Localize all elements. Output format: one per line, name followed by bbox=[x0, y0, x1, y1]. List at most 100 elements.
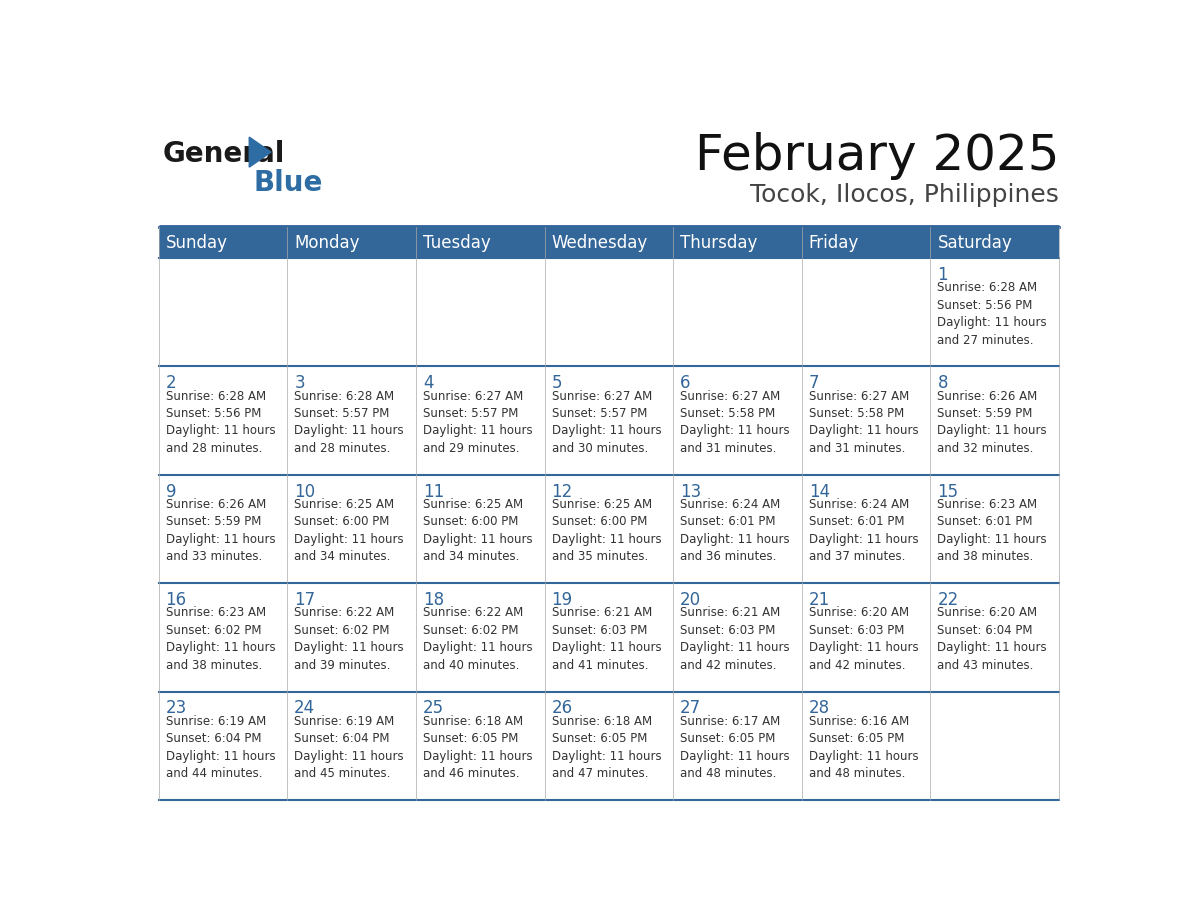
Text: Blue: Blue bbox=[253, 169, 322, 197]
Bar bbox=[287, 366, 416, 475]
Text: Daylight: 11 hours: Daylight: 11 hours bbox=[423, 750, 532, 763]
Text: Sunset: 6:04 PM: Sunset: 6:04 PM bbox=[937, 624, 1032, 637]
Text: and 48 minutes.: and 48 minutes. bbox=[809, 767, 905, 780]
Text: 26: 26 bbox=[551, 700, 573, 717]
Bar bbox=[802, 475, 930, 583]
Text: Sunrise: 6:28 AM: Sunrise: 6:28 AM bbox=[295, 389, 394, 402]
Text: Sunset: 6:02 PM: Sunset: 6:02 PM bbox=[423, 624, 518, 637]
Text: 11: 11 bbox=[423, 483, 444, 500]
Text: Daylight: 11 hours: Daylight: 11 hours bbox=[165, 750, 276, 763]
Text: Daylight: 11 hours: Daylight: 11 hours bbox=[165, 424, 276, 438]
Bar bbox=[802, 583, 930, 691]
Text: Daylight: 11 hours: Daylight: 11 hours bbox=[295, 642, 404, 655]
Text: Sunset: 5:57 PM: Sunset: 5:57 PM bbox=[423, 407, 518, 420]
Bar bbox=[802, 258, 930, 366]
Bar bbox=[930, 366, 1060, 475]
Text: Sunrise: 6:20 AM: Sunrise: 6:20 AM bbox=[937, 607, 1037, 620]
Text: Friday: Friday bbox=[809, 233, 859, 252]
Text: 13: 13 bbox=[681, 483, 701, 500]
Text: Daylight: 11 hours: Daylight: 11 hours bbox=[681, 642, 790, 655]
Text: Sunrise: 6:27 AM: Sunrise: 6:27 AM bbox=[551, 389, 652, 402]
Bar bbox=[416, 691, 544, 800]
Text: Sunrise: 6:28 AM: Sunrise: 6:28 AM bbox=[937, 281, 1037, 294]
Bar bbox=[158, 691, 287, 800]
Text: and 31 minutes.: and 31 minutes. bbox=[809, 442, 905, 455]
Text: Daylight: 11 hours: Daylight: 11 hours bbox=[551, 424, 662, 438]
Text: Daylight: 11 hours: Daylight: 11 hours bbox=[681, 424, 790, 438]
Text: Sunset: 6:03 PM: Sunset: 6:03 PM bbox=[551, 624, 647, 637]
Text: Sunset: 6:05 PM: Sunset: 6:05 PM bbox=[423, 733, 518, 745]
Text: Sunrise: 6:20 AM: Sunrise: 6:20 AM bbox=[809, 607, 909, 620]
Text: and 39 minutes.: and 39 minutes. bbox=[295, 659, 391, 672]
Bar bbox=[158, 583, 287, 691]
Text: 16: 16 bbox=[165, 591, 187, 609]
Bar bbox=[544, 691, 674, 800]
Text: Sunrise: 6:21 AM: Sunrise: 6:21 AM bbox=[681, 607, 781, 620]
Text: Sunrise: 6:16 AM: Sunrise: 6:16 AM bbox=[809, 715, 909, 728]
Text: and 35 minutes.: and 35 minutes. bbox=[551, 551, 647, 564]
Text: and 46 minutes.: and 46 minutes. bbox=[423, 767, 519, 780]
Bar bbox=[158, 258, 287, 366]
Text: Sunset: 5:58 PM: Sunset: 5:58 PM bbox=[809, 407, 904, 420]
Text: 15: 15 bbox=[937, 483, 959, 500]
Text: Daylight: 11 hours: Daylight: 11 hours bbox=[295, 533, 404, 546]
Text: Sunset: 5:59 PM: Sunset: 5:59 PM bbox=[165, 515, 261, 529]
Text: Sunset: 6:00 PM: Sunset: 6:00 PM bbox=[551, 515, 647, 529]
Text: Daylight: 11 hours: Daylight: 11 hours bbox=[809, 642, 918, 655]
Text: and 40 minutes.: and 40 minutes. bbox=[423, 659, 519, 672]
Text: Tocok, Ilocos, Philippines: Tocok, Ilocos, Philippines bbox=[751, 183, 1060, 207]
Text: Daylight: 11 hours: Daylight: 11 hours bbox=[295, 750, 404, 763]
Text: Sunset: 6:05 PM: Sunset: 6:05 PM bbox=[809, 733, 904, 745]
Text: Sunrise: 6:25 AM: Sunrise: 6:25 AM bbox=[423, 498, 523, 511]
Text: 6: 6 bbox=[681, 375, 690, 392]
Text: Daylight: 11 hours: Daylight: 11 hours bbox=[937, 642, 1047, 655]
Bar bbox=[674, 691, 802, 800]
Bar bbox=[544, 583, 674, 691]
Text: and 34 minutes.: and 34 minutes. bbox=[423, 551, 519, 564]
Bar bbox=[416, 583, 544, 691]
Text: and 34 minutes.: and 34 minutes. bbox=[295, 551, 391, 564]
Bar bbox=[287, 475, 416, 583]
Text: February 2025: February 2025 bbox=[695, 132, 1060, 180]
Text: Sunset: 5:57 PM: Sunset: 5:57 PM bbox=[295, 407, 390, 420]
Text: 19: 19 bbox=[551, 591, 573, 609]
Text: 2: 2 bbox=[165, 375, 176, 392]
Text: Sunrise: 6:19 AM: Sunrise: 6:19 AM bbox=[295, 715, 394, 728]
Text: Daylight: 11 hours: Daylight: 11 hours bbox=[551, 533, 662, 546]
Text: Sunset: 6:05 PM: Sunset: 6:05 PM bbox=[551, 733, 647, 745]
Text: 4: 4 bbox=[423, 375, 434, 392]
Text: and 37 minutes.: and 37 minutes. bbox=[809, 551, 905, 564]
Text: Sunset: 6:04 PM: Sunset: 6:04 PM bbox=[165, 733, 261, 745]
Text: Daylight: 11 hours: Daylight: 11 hours bbox=[165, 533, 276, 546]
Text: Sunset: 6:05 PM: Sunset: 6:05 PM bbox=[681, 733, 776, 745]
Bar bbox=[158, 227, 1060, 258]
Bar bbox=[930, 583, 1060, 691]
Text: Sunrise: 6:26 AM: Sunrise: 6:26 AM bbox=[937, 389, 1037, 402]
Text: and 47 minutes.: and 47 minutes. bbox=[551, 767, 647, 780]
Text: and 42 minutes.: and 42 minutes. bbox=[681, 659, 777, 672]
Bar bbox=[416, 366, 544, 475]
Text: 12: 12 bbox=[551, 483, 573, 500]
Text: 10: 10 bbox=[295, 483, 315, 500]
Text: Sunrise: 6:23 AM: Sunrise: 6:23 AM bbox=[165, 607, 266, 620]
Text: and 28 minutes.: and 28 minutes. bbox=[165, 442, 261, 455]
Bar bbox=[802, 691, 930, 800]
Text: Sunrise: 6:22 AM: Sunrise: 6:22 AM bbox=[423, 607, 523, 620]
Text: Sunset: 6:03 PM: Sunset: 6:03 PM bbox=[809, 624, 904, 637]
Text: and 30 minutes.: and 30 minutes. bbox=[551, 442, 647, 455]
Text: Daylight: 11 hours: Daylight: 11 hours bbox=[809, 533, 918, 546]
Text: Sunrise: 6:24 AM: Sunrise: 6:24 AM bbox=[809, 498, 909, 511]
Text: 21: 21 bbox=[809, 591, 830, 609]
Text: Sunset: 6:03 PM: Sunset: 6:03 PM bbox=[681, 624, 776, 637]
Text: Sunrise: 6:26 AM: Sunrise: 6:26 AM bbox=[165, 498, 266, 511]
Text: Sunrise: 6:18 AM: Sunrise: 6:18 AM bbox=[423, 715, 523, 728]
Text: Daylight: 11 hours: Daylight: 11 hours bbox=[551, 750, 662, 763]
Text: and 38 minutes.: and 38 minutes. bbox=[165, 659, 261, 672]
Text: and 42 minutes.: and 42 minutes. bbox=[809, 659, 905, 672]
Bar bbox=[158, 366, 287, 475]
Text: Sunset: 5:57 PM: Sunset: 5:57 PM bbox=[551, 407, 647, 420]
Text: Sunrise: 6:21 AM: Sunrise: 6:21 AM bbox=[551, 607, 652, 620]
Text: Sunrise: 6:17 AM: Sunrise: 6:17 AM bbox=[681, 715, 781, 728]
Text: Sunrise: 6:28 AM: Sunrise: 6:28 AM bbox=[165, 389, 266, 402]
Text: Sunrise: 6:27 AM: Sunrise: 6:27 AM bbox=[809, 389, 909, 402]
